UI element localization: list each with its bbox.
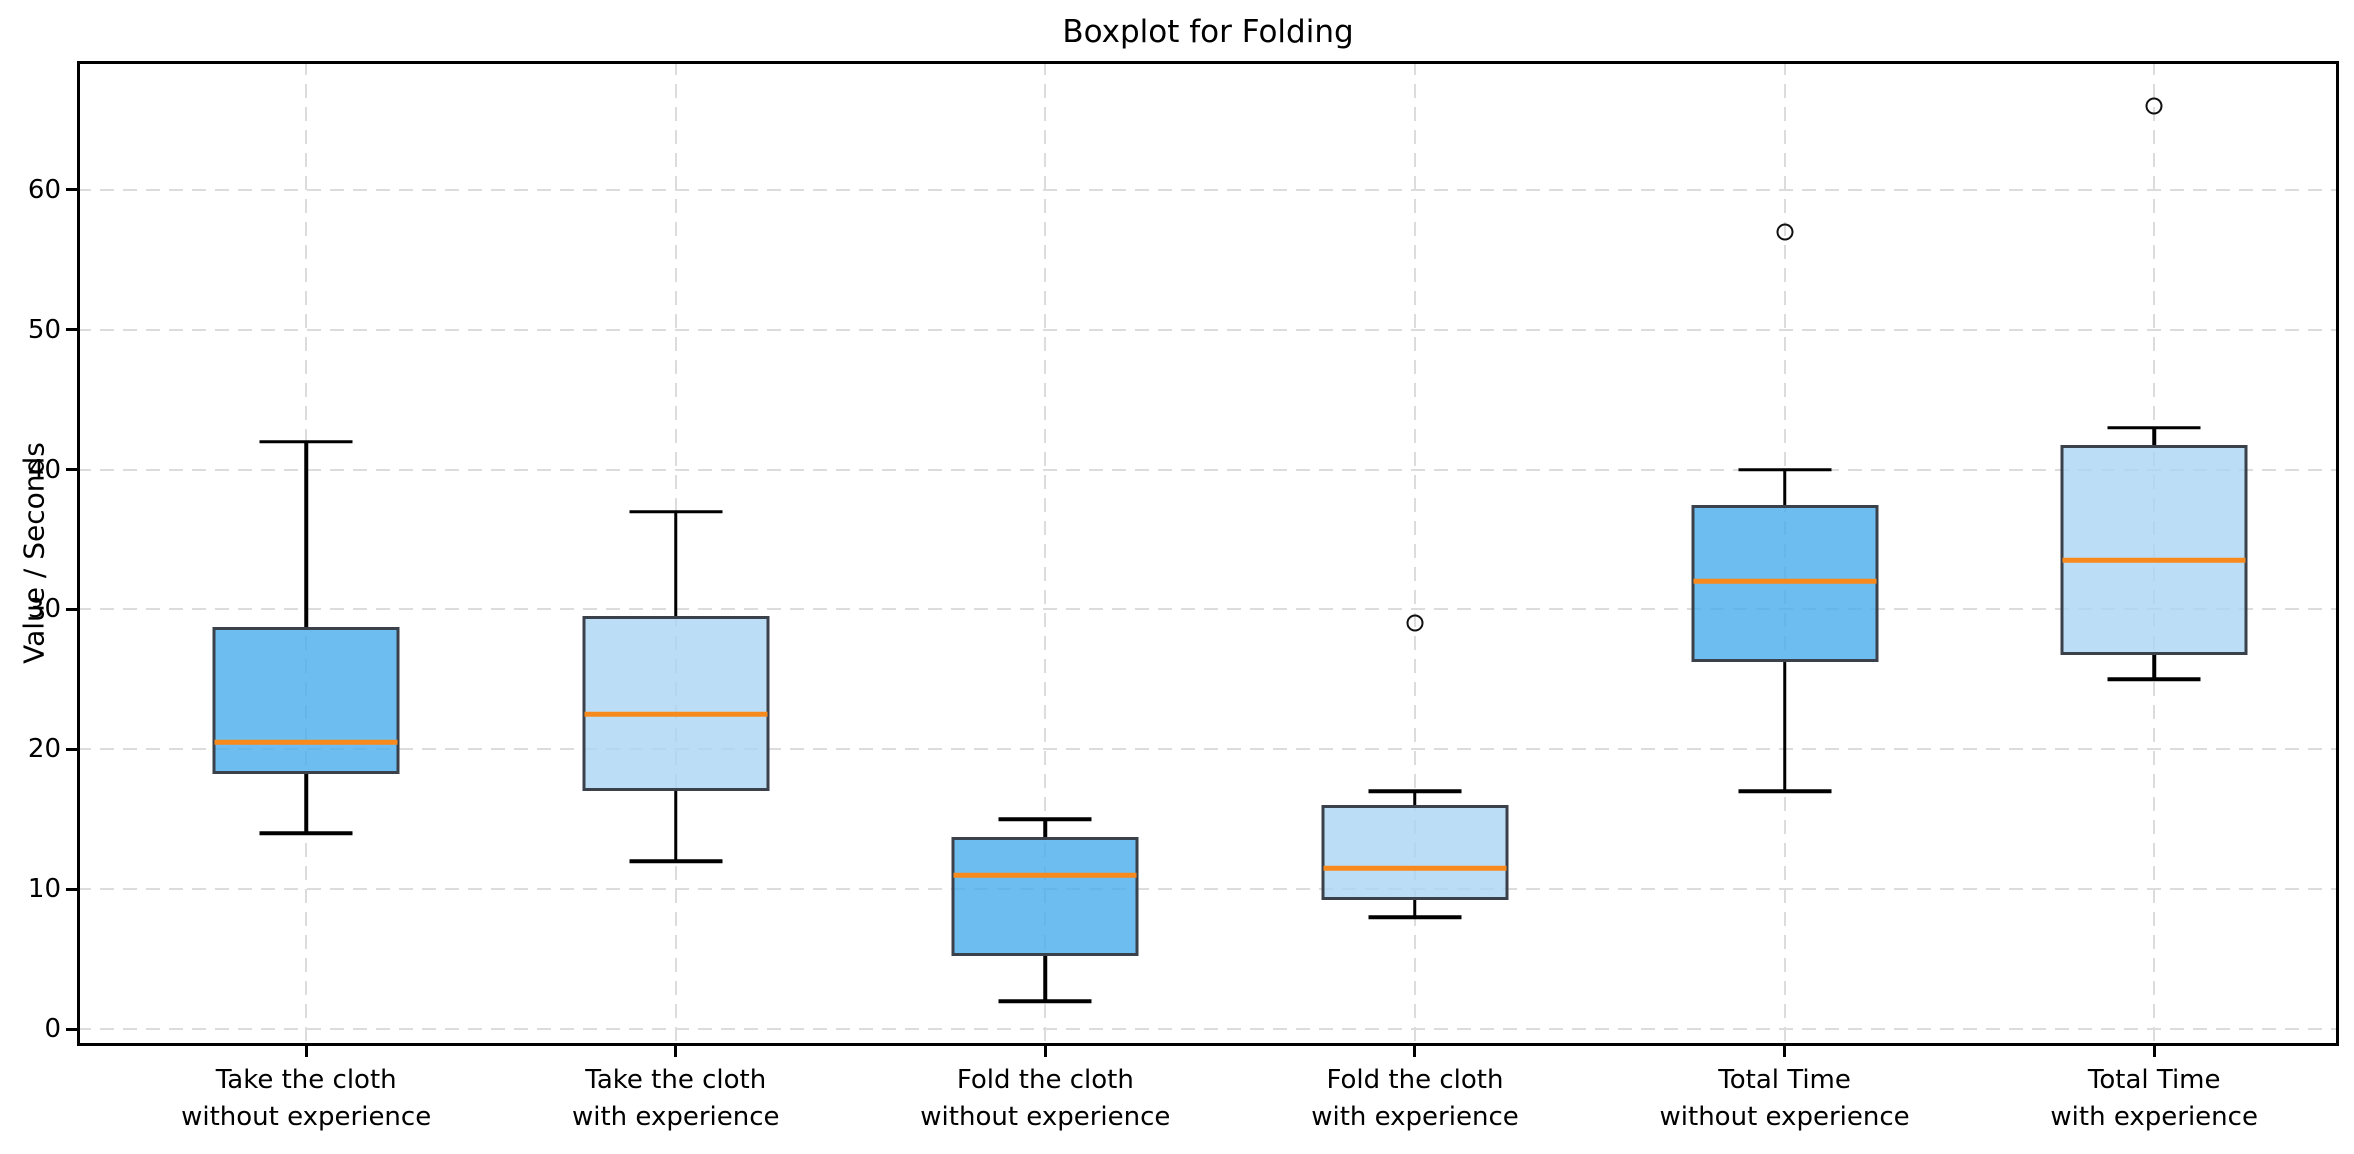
- y-gridline: [77, 188, 2339, 191]
- y-gridline: [77, 888, 2339, 891]
- median-line: [1693, 579, 1877, 584]
- x-tick-label: Fold the cloth with experience: [1311, 1065, 1519, 1132]
- whisker-cap-lower: [259, 831, 353, 836]
- y-tick-label: 20: [27, 734, 61, 765]
- y-tick-label: 0: [44, 1014, 61, 1045]
- whisker-cap-lower: [2107, 677, 2201, 682]
- y-tick: [66, 607, 77, 611]
- y-tick-label: 50: [27, 314, 61, 345]
- whisker-lower: [1043, 955, 1048, 1002]
- x-tick-label: Total Time with experience: [2050, 1065, 2258, 1132]
- y-gridline: [77, 1028, 2339, 1031]
- whisker-upper: [1782, 469, 1787, 505]
- whisker-lower: [674, 791, 678, 862]
- whisker-upper: [2152, 427, 2156, 446]
- y-gridline: [77, 328, 2339, 331]
- y-tick: [66, 747, 77, 751]
- whisker-lower: [304, 773, 308, 834]
- y-tick-label: 60: [27, 174, 61, 205]
- x-gridline: [1413, 61, 1416, 1046]
- box: [212, 626, 400, 774]
- y-tick: [66, 468, 77, 472]
- x-tick: [304, 1046, 308, 1057]
- median-line: [584, 712, 768, 717]
- whisker-cap-upper: [998, 817, 1092, 822]
- y-tick: [66, 887, 77, 891]
- outlier-marker: [1776, 223, 1794, 241]
- whisker-cap-lower: [629, 859, 723, 864]
- whisker-upper: [304, 441, 308, 627]
- whisker-cap-lower: [1368, 915, 1462, 920]
- x-tick: [1783, 1046, 1787, 1057]
- x-tick: [2152, 1046, 2156, 1057]
- y-gridline: [77, 608, 2339, 611]
- whisker-upper: [674, 511, 678, 617]
- whisker-upper: [1413, 791, 1417, 806]
- y-tick-label: 10: [27, 874, 61, 905]
- median-line: [953, 873, 1137, 878]
- whisker-upper: [1043, 819, 1048, 837]
- whisker-cap-lower: [998, 999, 1092, 1003]
- x-tick-label: Total Time without experience: [1659, 1065, 1910, 1132]
- median-line: [1323, 866, 1507, 871]
- y-tick: [66, 1027, 77, 1031]
- x-tick-label: Fold the cloth without experience: [920, 1065, 1171, 1132]
- whisker-lower: [2152, 654, 2156, 680]
- box: [582, 616, 770, 792]
- outlier-marker: [2145, 97, 2163, 115]
- whisker-cap-upper: [629, 509, 723, 514]
- whisker-lower: [1782, 661, 1787, 792]
- y-tick: [66, 328, 77, 332]
- whisker-lower: [1413, 899, 1417, 918]
- median-line: [214, 740, 398, 745]
- y-gridline: [77, 468, 2339, 471]
- x-tick: [1413, 1046, 1417, 1057]
- x-gridline: [1044, 61, 1047, 1046]
- chart-title: Boxplot for Folding: [1062, 14, 1354, 50]
- whisker-cap-upper: [259, 439, 353, 444]
- whisker-cap-upper: [1368, 789, 1462, 794]
- x-tick: [674, 1046, 678, 1057]
- box: [2060, 445, 2248, 655]
- x-tick: [1043, 1046, 1047, 1057]
- y-tick-label: 30: [27, 594, 61, 625]
- whisker-cap-upper: [1738, 467, 1832, 472]
- y-gridline: [77, 748, 2339, 751]
- x-tick-label: Take the cloth with experience: [571, 1065, 780, 1132]
- whisker-cap-upper: [2107, 425, 2201, 430]
- box: [1321, 805, 1509, 900]
- box: [951, 836, 1139, 956]
- x-tick-label: Take the cloth without experience: [181, 1065, 432, 1132]
- y-tick-label: 40: [27, 454, 61, 485]
- y-tick: [66, 188, 77, 192]
- median-line: [2062, 558, 2246, 563]
- whisker-cap-lower: [1738, 789, 1832, 794]
- outlier-marker: [1406, 614, 1424, 632]
